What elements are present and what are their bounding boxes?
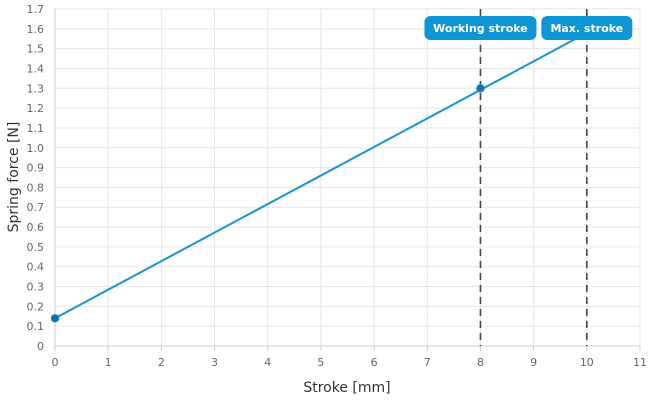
y-tick-label: 0 <box>37 340 44 353</box>
y-tick-label: 1.5 <box>27 43 45 56</box>
y-axis-title: Spring force [N] <box>6 122 22 233</box>
series-layer <box>50 31 588 323</box>
x-tick-label: 11 <box>633 356 647 369</box>
x-tick-label: 4 <box>264 356 271 369</box>
y-tick-label: 1.0 <box>27 142 45 155</box>
x-tick-label: 0 <box>52 356 59 369</box>
x-tick-label: 5 <box>317 356 324 369</box>
x-tick-label: 1 <box>105 356 112 369</box>
y-tick-label: 0.3 <box>27 281 45 294</box>
x-tick-label: 7 <box>424 356 431 369</box>
reference-badges: Working stroke Max. stroke <box>424 16 633 40</box>
reference-badge-label: Max. stroke <box>550 22 623 35</box>
y-tick-label: 1.1 <box>27 122 45 135</box>
data-point <box>476 83 485 93</box>
x-tick-label: 8 <box>477 356 484 369</box>
x-tick-label: 3 <box>211 356 218 369</box>
x-tick-label: 2 <box>158 356 165 369</box>
reference-badge <box>424 16 537 40</box>
y-tick-label: 0.5 <box>27 241 45 254</box>
x-axis-title: Stroke [mm] <box>303 380 390 396</box>
y-tick-label: 0.2 <box>27 300 45 313</box>
y-tick-label: 0.8 <box>27 181 45 194</box>
reference-lines <box>479 9 588 346</box>
y-tick-label: 0.4 <box>27 261 45 274</box>
y-tick-label: 0.7 <box>27 201 45 214</box>
reference-badge <box>541 16 633 40</box>
data-point <box>50 313 60 323</box>
reference-badge-label: Working stroke <box>433 22 528 35</box>
y-tick-label: 1.3 <box>27 82 45 95</box>
y-tick-label: 1.4 <box>27 62 45 75</box>
series-line <box>54 31 588 320</box>
y-tick-label: 0.1 <box>27 320 45 333</box>
x-tick-label: 10 <box>580 356 594 369</box>
y-tick-label: 0.9 <box>27 162 45 175</box>
x-tick-label: 6 <box>371 356 378 369</box>
y-tick-label: 1.2 <box>27 102 45 115</box>
x-tick-label: 9 <box>530 356 537 369</box>
grid <box>55 8 641 346</box>
axes: 0 1 2 3 4 5 6 7 8 9 10 11 0 0.1 0.2 0.3 0.4 0.5 0.6 0.7 0.8 0… <box>27 3 648 369</box>
y-tick-label: 0.6 <box>27 221 45 234</box>
y-tick-label: 1.7 <box>27 3 45 16</box>
y-tick-label: 1.6 <box>27 23 45 36</box>
